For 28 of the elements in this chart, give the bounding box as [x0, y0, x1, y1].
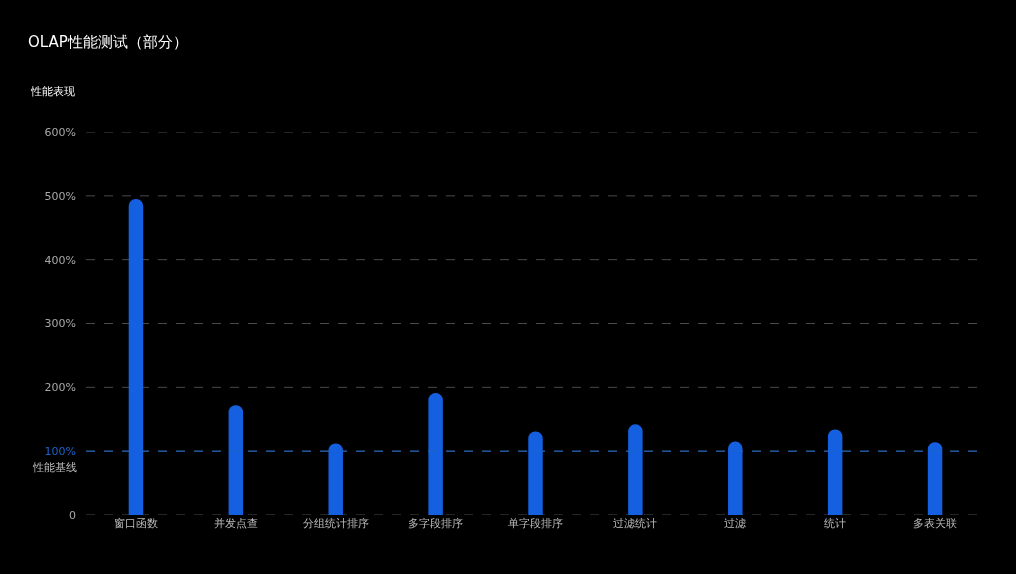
bar — [927, 442, 943, 515]
x-tick-label: 窗口函数 — [113, 517, 158, 530]
x-tick-label: 分组统计排序 — [302, 517, 369, 530]
y-axis-title: 性能表现 — [30, 85, 75, 98]
y-tick-label: 100% — [44, 445, 76, 459]
bar — [628, 424, 643, 515]
x-tick-label: 单字段排序 — [508, 517, 563, 530]
y-tick-label: 600% — [44, 125, 76, 139]
bar — [728, 441, 743, 515]
bar — [428, 393, 443, 515]
bar — [228, 405, 244, 515]
ref-line-label: 性能基线 — [32, 461, 77, 474]
y-tick-label: 400% — [44, 253, 76, 267]
bar — [328, 443, 343, 515]
x-tick-label: 并发点查 — [213, 517, 258, 530]
y-tick-label: 0 — [69, 508, 76, 522]
y-tick-label: 200% — [44, 381, 76, 395]
y-tick-label: 500% — [44, 189, 76, 203]
x-tick-label: 过滤统计 — [613, 517, 658, 530]
x-tick-label: 多字段排序 — [408, 517, 464, 530]
x-tick-label: 统计 — [824, 517, 847, 530]
x-tick-label: 过滤 — [724, 517, 747, 530]
chart-title: OLAP性能测试（部分） — [28, 33, 188, 52]
y-tick-label: 300% — [44, 317, 76, 331]
bar — [528, 431, 543, 515]
x-tick-label: 多表关联 — [913, 517, 958, 530]
bar — [128, 199, 144, 515]
bar — [827, 429, 843, 515]
